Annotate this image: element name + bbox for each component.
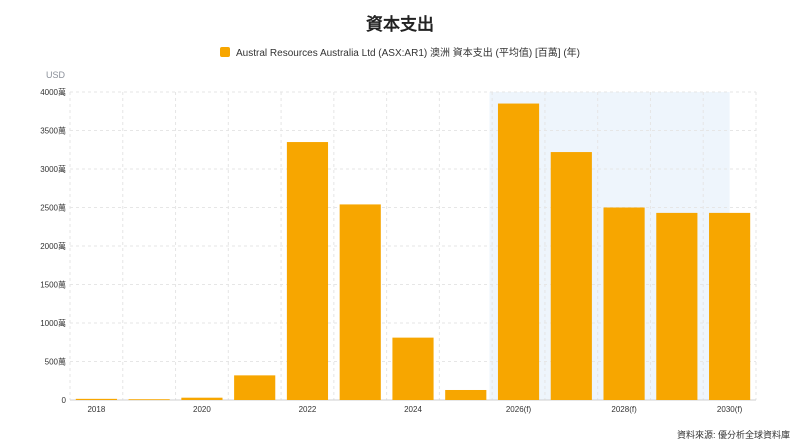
- legend[interactable]: Austral Resources Australia Ltd (ASX:AR1…: [0, 44, 800, 59]
- bar-2018: [75, 398, 117, 400]
- bar-2029(f): [656, 212, 698, 400]
- y-tick-label: 1500萬: [40, 280, 66, 290]
- y-tick-label: 4000萬: [40, 87, 66, 97]
- bar-2025: [445, 389, 487, 400]
- y-tick-label: 1000萬: [40, 318, 66, 328]
- source-note: 資料來源: 優分析全球資料庫: [676, 430, 790, 440]
- x-tick-label: 2024: [404, 405, 422, 414]
- y-tick-label: 0: [62, 396, 67, 405]
- bar-2027(f): [550, 152, 592, 400]
- bar-2024: [392, 337, 434, 400]
- y-tick-label: 2500萬: [40, 203, 66, 213]
- chart-title: 資本支出: [366, 15, 434, 34]
- bar-2020: [181, 397, 223, 400]
- legend-label: Austral Resources Australia Ltd (ASX:AR1…: [236, 48, 580, 59]
- bar-2028(f): [603, 207, 645, 400]
- bar-2022: [286, 142, 329, 401]
- x-tick-label: 2028(f): [611, 405, 637, 414]
- x-tick-label: 2020: [193, 405, 211, 414]
- y-tick-label: 3000萬: [40, 164, 66, 174]
- x-tick-label: 2030(f): [717, 405, 743, 414]
- y-tick-label: 500萬: [45, 357, 66, 367]
- legend-swatch: [220, 46, 231, 57]
- y-tick-label: 2000萬: [40, 241, 66, 251]
- bar-2021: [234, 375, 276, 400]
- x-tick-label: 2018: [87, 405, 105, 414]
- bar-2030(f): [709, 212, 751, 400]
- unit-label: USD: [46, 70, 66, 80]
- x-tick-label: 2026(f): [506, 405, 532, 414]
- bar-2023: [339, 204, 381, 400]
- bar-2019: [128, 399, 170, 401]
- bar-2026(f): [497, 103, 540, 401]
- x-tick-label: 2022: [299, 405, 317, 414]
- y-tick-label: 3500萬: [40, 126, 66, 136]
